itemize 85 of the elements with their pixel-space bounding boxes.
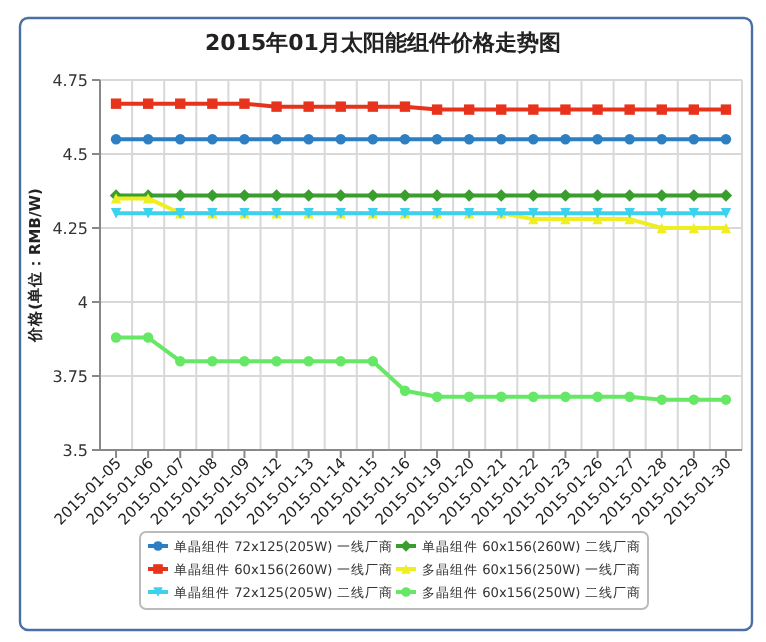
point (688, 104, 700, 115)
point (303, 134, 314, 145)
point (271, 356, 282, 367)
point (624, 208, 635, 219)
point (462, 189, 476, 202)
point (656, 104, 667, 115)
point (430, 189, 444, 202)
point (142, 98, 154, 109)
y-tick-label: 3.75 (52, 367, 88, 386)
point (656, 208, 667, 219)
point (528, 208, 539, 219)
point (239, 356, 250, 367)
point (175, 356, 186, 367)
point (335, 356, 346, 367)
point (303, 101, 314, 112)
point (720, 208, 732, 219)
point (687, 189, 701, 202)
point (303, 356, 314, 367)
point (560, 391, 571, 402)
point (656, 222, 667, 234)
point (560, 208, 571, 219)
point (688, 134, 700, 145)
point (624, 104, 635, 115)
point (335, 101, 346, 112)
point (656, 134, 667, 145)
y-tick-label: 4 (77, 293, 88, 312)
point (560, 134, 571, 145)
point (719, 189, 733, 202)
y-tick-label: 4.25 (52, 219, 88, 238)
point (463, 391, 475, 402)
point (528, 104, 539, 115)
point (431, 104, 443, 115)
point (592, 391, 603, 402)
point (496, 104, 507, 115)
point (528, 134, 539, 145)
point (398, 189, 412, 202)
point (463, 134, 475, 145)
point (399, 134, 411, 145)
point (175, 134, 186, 145)
point (367, 101, 379, 112)
point (720, 104, 732, 115)
point (688, 394, 700, 405)
point (688, 208, 700, 219)
point (271, 134, 282, 145)
point (142, 134, 154, 145)
point (366, 189, 380, 202)
point (239, 98, 250, 109)
point (367, 134, 379, 145)
point (624, 391, 635, 402)
point (592, 134, 603, 145)
point (592, 208, 603, 219)
point (207, 98, 218, 109)
point (624, 134, 635, 145)
point (175, 98, 186, 109)
point (656, 394, 667, 405)
point (399, 101, 411, 112)
point (463, 104, 475, 115)
point (335, 134, 346, 145)
y-tick-label: 4.5 (62, 145, 88, 164)
point (142, 332, 154, 343)
point (110, 134, 122, 145)
point (688, 222, 700, 234)
point (496, 134, 507, 145)
point (496, 391, 507, 402)
point (528, 391, 539, 402)
point (720, 394, 732, 405)
point (207, 134, 218, 145)
point (239, 134, 250, 145)
point (399, 385, 411, 396)
point (560, 104, 571, 115)
point (207, 356, 218, 367)
y-tick-label: 3.5 (62, 441, 88, 460)
point (720, 222, 732, 234)
y-tick-label: 4.75 (52, 71, 88, 90)
point (271, 101, 282, 112)
point (431, 391, 443, 402)
point (720, 134, 732, 145)
point (110, 98, 122, 109)
chart-title: 2015年01月太阳能组件价格走势图 (205, 30, 561, 56)
point (142, 208, 154, 219)
point (110, 332, 122, 343)
point (110, 208, 122, 219)
point (367, 356, 379, 367)
point (592, 104, 603, 115)
point (431, 134, 443, 145)
